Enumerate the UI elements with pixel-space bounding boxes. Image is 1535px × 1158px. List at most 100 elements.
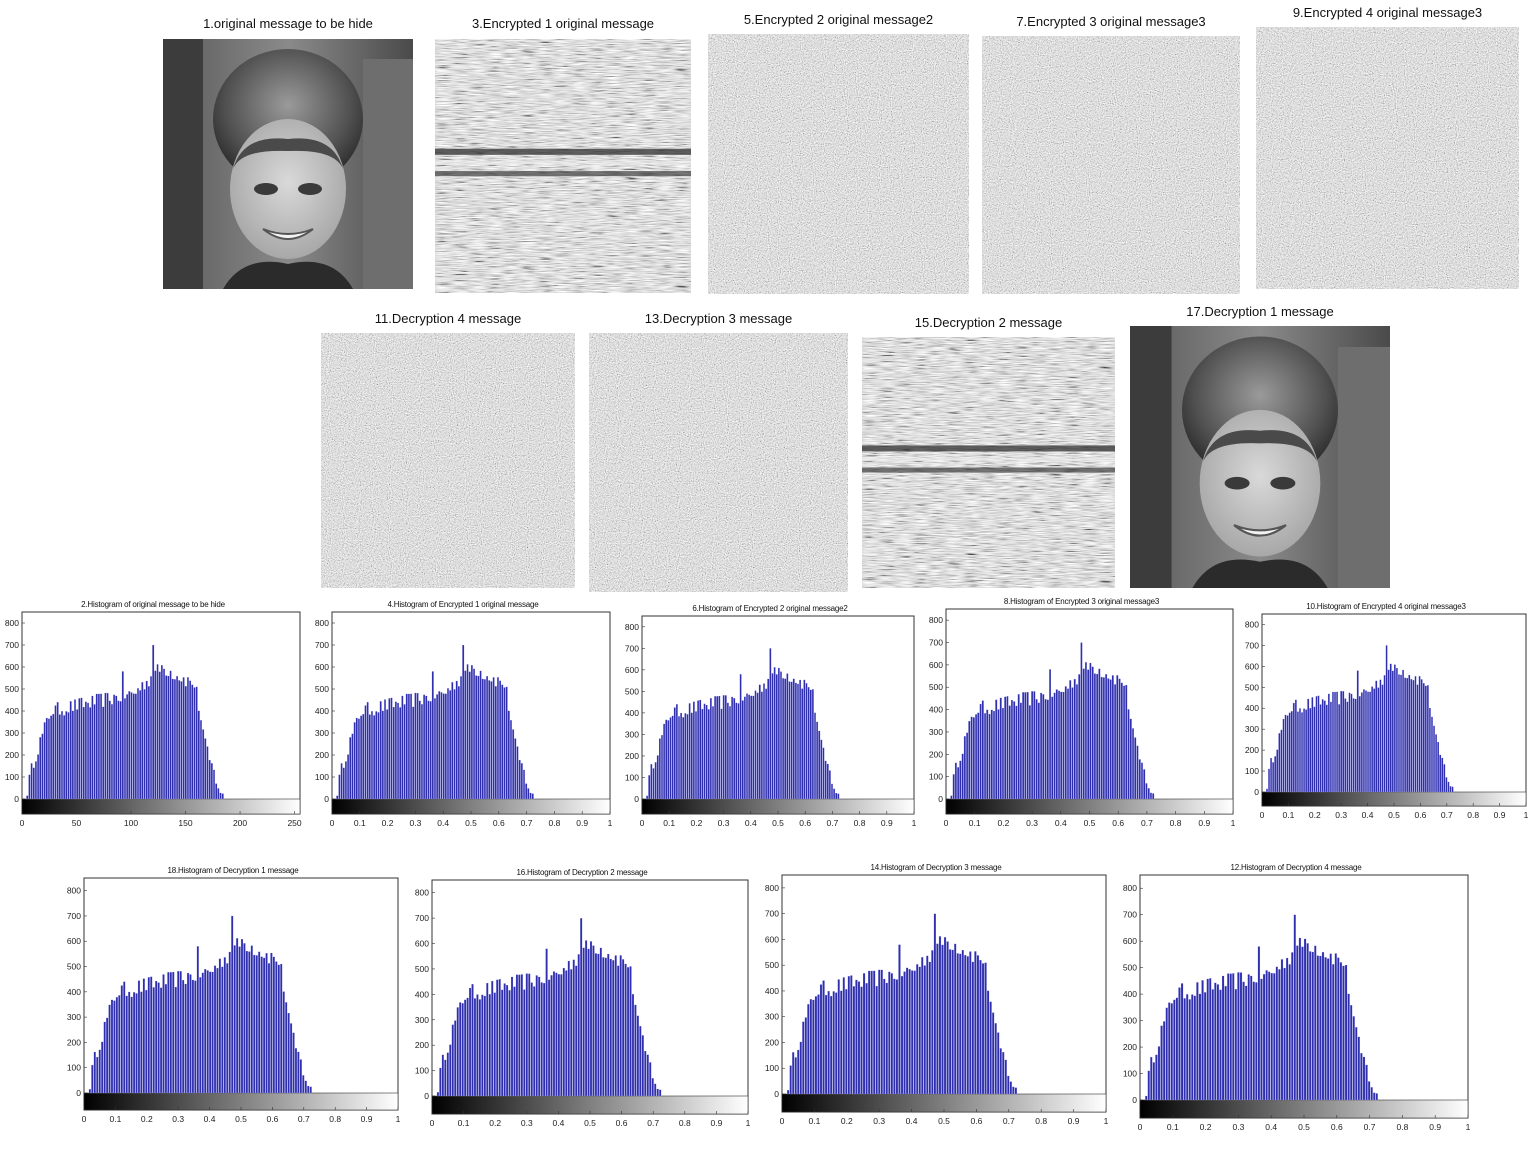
- x-tick-label: 0.1: [969, 818, 981, 828]
- histogram-bar: [390, 697, 393, 800]
- histogram-bar: [1398, 674, 1400, 793]
- histogram-bar: [512, 729, 515, 800]
- histogram-bar: [221, 966, 224, 1094]
- y-tick-label: 500: [315, 684, 329, 694]
- histogram-bar: [280, 963, 283, 1094]
- histogram-bar: [74, 699, 77, 800]
- histogram-bar: [1381, 684, 1384, 793]
- histogram-bar: [617, 965, 620, 1097]
- histogram-bar: [1313, 706, 1316, 793]
- histogram-bar: [169, 972, 172, 1094]
- y-tick-label: 300: [1245, 724, 1259, 734]
- y-tick-label: 400: [1123, 989, 1137, 999]
- histogram-bar: [132, 693, 135, 800]
- histogram-bar: [931, 950, 934, 1095]
- y-tick-label: 300: [315, 728, 329, 738]
- histogram-bar: [1355, 1027, 1358, 1101]
- histogram-bar: [1431, 716, 1433, 793]
- histogram-bar: [977, 712, 980, 800]
- histogram-bar: [784, 678, 787, 800]
- histogram-bar: [1178, 987, 1181, 1101]
- histogram-bar: [661, 734, 663, 800]
- histogram-bar: [52, 713, 55, 800]
- x-tick-label: 0.8: [548, 818, 560, 828]
- histogram-bar: [294, 1048, 298, 1094]
- histogram-bar: [1193, 995, 1197, 1101]
- y-tick-label: 700: [765, 909, 779, 919]
- histogram-bar: [646, 1054, 649, 1097]
- histogram-chart: 18.Histogram of Decryption 1 message 0 100…: [62, 864, 404, 1146]
- histogram-bar: [703, 703, 706, 800]
- histogram-bar: [208, 759, 211, 800]
- histogram-bar: [814, 712, 816, 800]
- histogram-bar: [1375, 1093, 1378, 1101]
- x-tick-label: 0.9: [1494, 810, 1506, 820]
- histogram-bar: [956, 953, 959, 1095]
- histogram-bar: [405, 693, 408, 800]
- histogram-bar: [1145, 783, 1148, 800]
- histogram-bar: [1296, 945, 1299, 1101]
- histogram-bar: [375, 711, 378, 800]
- histogram-plot: 0 100 200 300 400 500 600 700 800 0 0.1 0.2 0.3 0.4 0.…: [315, 611, 613, 828]
- histogram-bar: [811, 689, 814, 800]
- histogram-bar: [1317, 695, 1320, 793]
- histogram-bar: [1362, 689, 1365, 793]
- histogram-bar: [790, 681, 793, 800]
- histogram-bar: [353, 722, 356, 800]
- histogram-bar: [903, 971, 906, 1095]
- histogram-bar: [701, 708, 704, 800]
- histogram-bar: [1060, 691, 1063, 800]
- histogram-bar: [786, 1089, 790, 1095]
- histogram-bar: [399, 707, 402, 800]
- histogram-plot: 0 100 200 300 400 500 600 700 800 0 0.1 0.2 0.3 0.4 0.…: [67, 877, 401, 1124]
- histogram-bar: [531, 793, 534, 800]
- histogram-bar: [966, 956, 969, 1095]
- histogram-bar: [216, 967, 219, 1094]
- histogram-bar: [1358, 696, 1361, 793]
- y-tick-label: 200: [1245, 745, 1259, 755]
- histogram-bar: [1292, 702, 1295, 793]
- histogram-bar: [454, 1020, 457, 1097]
- histogram-bar: [250, 945, 253, 1094]
- histogram-bar: [803, 679, 806, 800]
- histogram-bar: [1443, 764, 1446, 793]
- histogram-bar: [162, 974, 165, 1094]
- histogram-bar: [137, 980, 141, 1094]
- y-tick-label: 300: [67, 1012, 81, 1022]
- histogram-title: 16.Histogram of Decryption 2 message: [516, 868, 648, 877]
- histogram-bar: [1420, 679, 1423, 793]
- x-tick-label: 0.5: [465, 818, 477, 828]
- histogram-bar: [1191, 994, 1194, 1101]
- histogram-bar: [1278, 733, 1281, 793]
- histogram-bar: [1325, 704, 1328, 793]
- histogram-bar: [619, 955, 622, 1097]
- histogram-bar: [137, 688, 139, 800]
- histogram-bar: [58, 714, 61, 800]
- histogram-bar: [968, 720, 971, 800]
- histogram-bar: [457, 686, 460, 800]
- x-tick-label: 0: [640, 818, 645, 828]
- histogram-bar: [444, 1059, 447, 1097]
- histogram-bar: [1309, 707, 1312, 793]
- histogram-bar: [1347, 993, 1350, 1101]
- histogram-bar: [1186, 994, 1189, 1101]
- histogram-bar: [1268, 971, 1271, 1101]
- noise-image: [1256, 27, 1519, 289]
- noise-image: [708, 34, 969, 294]
- x-tick-label: 0.9: [1429, 1122, 1441, 1132]
- histogram-bar: [840, 990, 843, 1095]
- histogram-bar: [425, 695, 428, 800]
- histogram-bar: [1247, 974, 1250, 1101]
- histogram-bar: [829, 995, 833, 1095]
- histogram-bar: [975, 714, 978, 800]
- histogram-bar: [444, 693, 447, 800]
- histogram-bar: [468, 671, 471, 800]
- histogram-bar: [486, 982, 489, 1097]
- histogram-bar: [128, 991, 131, 1094]
- y-tick-label: 600: [765, 934, 779, 944]
- histogram-bar: [1278, 969, 1281, 1101]
- histogram-bar: [997, 1032, 1000, 1095]
- histogram-bar: [436, 1092, 440, 1097]
- histogram-bar: [888, 971, 891, 1095]
- histogram-title: 14.Histogram of Decryption 3 message: [870, 863, 1002, 872]
